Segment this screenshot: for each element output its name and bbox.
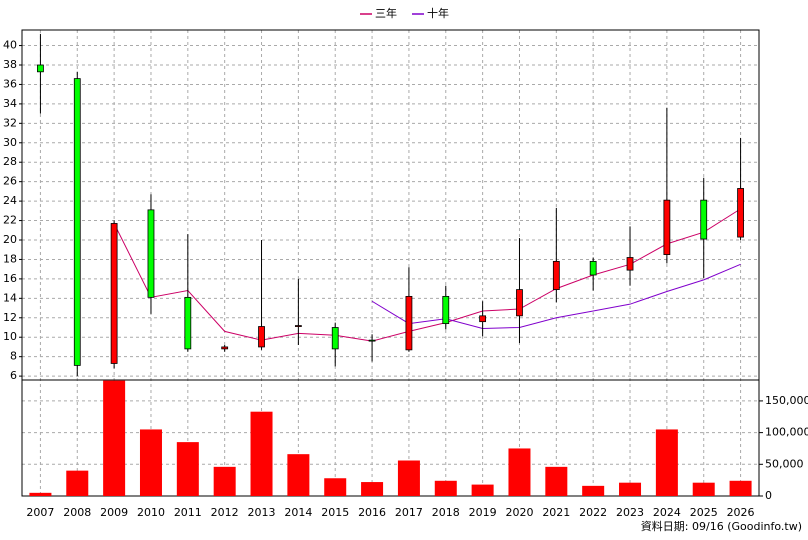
x-tick-label: 2009 [100,506,128,519]
footer: 資料日期: 09/16 (Goodinfo.tw) [641,519,802,533]
x-tick-label: 2026 [727,506,755,519]
x-tick-label: 2025 [690,506,718,519]
y-tick-label: 8 [10,350,17,363]
y-tick-label: 36 [3,77,17,90]
volume-bar [508,448,531,496]
candle-body [37,64,44,73]
x-tick-label: 2008 [63,506,91,519]
candle-body [589,260,597,276]
candle-body [331,327,339,350]
x-tick-label: 2012 [211,506,239,519]
candle-body [663,199,671,255]
y-tick-label: 28 [3,155,17,168]
candle-body [73,78,81,366]
candle-body [552,260,560,290]
candle-body [479,315,487,323]
candle-body [294,325,302,327]
y2-tick-label: 100,000 [765,426,808,439]
y-tick-label: 26 [3,175,17,188]
candle-body [442,295,450,325]
x-tick-label: 2011 [174,506,202,519]
x-tick-label: 2007 [26,506,54,519]
volume-bar [582,485,605,496]
x-tick-label: 2020 [505,506,533,519]
x-tick-label: 2019 [469,506,497,519]
y-tick-label: 20 [3,233,17,246]
y-tick-label: 10 [3,330,17,343]
volume-bar [103,380,126,496]
candle-body [221,346,229,350]
y2-tick-label: 50,000 [765,457,804,470]
x-tick-label: 2018 [432,506,460,519]
y-tick-label: 18 [3,252,17,265]
y-tick-label: 34 [3,97,17,110]
y-tick-label: 12 [3,311,17,324]
y-tick-label: 6 [10,369,17,382]
volume-bar [545,466,568,496]
line-series [371,263,741,329]
candle-body [258,326,265,348]
volume-bar [361,482,384,496]
x-tick-label: 2024 [653,506,681,519]
candle-body [626,257,634,271]
x-tick-label: 2014 [284,506,312,519]
volume-bar [397,460,420,496]
candle-body [737,188,744,238]
y2-tick-label: 0 [765,489,772,502]
volume-bar [66,470,89,496]
y-tick-label: 24 [3,194,17,207]
x-tick-label: 2022 [579,506,607,519]
volume-bar [619,482,642,496]
legend-label: 十年 [427,6,449,20]
volume-bar [213,466,236,496]
volume-bar [692,482,715,496]
volume-frame [21,379,760,497]
y-tick-label: 38 [3,58,17,71]
volume-bar [287,454,310,496]
candle-body [368,339,376,342]
x-tick-label: 2013 [248,506,276,519]
y-tick-label: 14 [3,291,17,304]
volume-bar [434,480,457,496]
y-tick-label: 22 [3,214,17,227]
candle-body [405,295,413,351]
y-tick-label: 32 [3,116,17,129]
x-tick-label: 2017 [395,506,423,519]
volume-bar [471,484,494,496]
volume-bar [176,442,199,496]
volume-bar [655,429,678,496]
volume-bar [139,429,162,496]
x-tick-label: 2023 [616,506,644,519]
volume-bar [250,411,273,496]
candle-body [184,296,192,350]
legend-label: 三年 [375,6,397,20]
x-tick-label: 2010 [137,506,165,519]
y-tick-label: 30 [3,136,17,149]
y-tick-label: 16 [3,272,17,285]
x-tick-label: 2015 [321,506,349,519]
volume-bar [29,492,52,496]
volume-bar [324,478,347,496]
x-tick-label: 2016 [358,506,386,519]
line-series [113,208,741,342]
candle-body [147,209,155,298]
candle-body [110,223,118,364]
candle-body [516,289,523,317]
candle-body [700,199,708,240]
x-tick-label: 2021 [542,506,570,519]
volume-bar [729,480,752,496]
y-tick-label: 40 [3,39,17,52]
y2-tick-label: 150,000 [765,394,808,407]
